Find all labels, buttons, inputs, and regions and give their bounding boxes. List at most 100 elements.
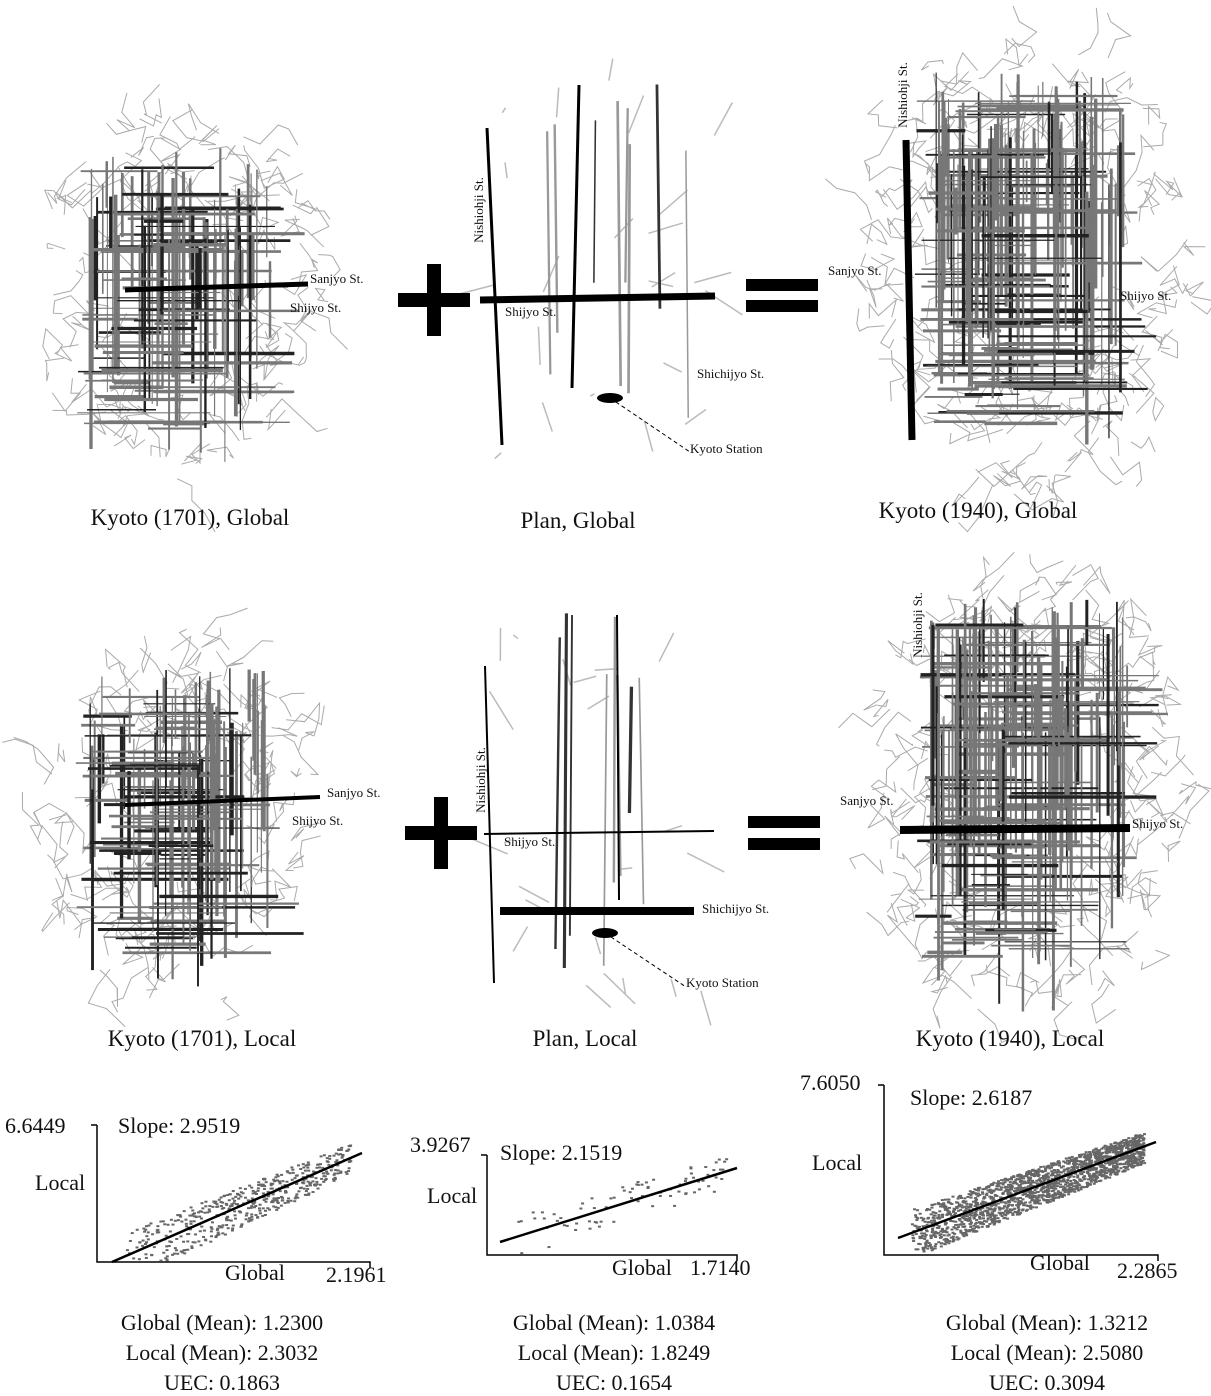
scatter-point (332, 1178, 335, 1180)
scatter-point (299, 1168, 302, 1170)
scatter-point (1093, 1154, 1096, 1156)
scatter-point (971, 1229, 974, 1231)
minor-street (261, 173, 293, 195)
scatter-point (969, 1218, 972, 1220)
minor-street (1092, 984, 1116, 1023)
scatter-point (261, 1215, 264, 1217)
scatter-point (629, 1191, 632, 1193)
scatter-point (934, 1247, 937, 1249)
street (629, 144, 630, 393)
scatter-point (192, 1241, 195, 1243)
minor-street (502, 108, 505, 113)
scatter-point (934, 1215, 937, 1217)
scatter-point (563, 1224, 566, 1226)
minor-street (542, 402, 552, 431)
scatter-point (963, 1197, 966, 1199)
scatter-point (231, 1229, 234, 1231)
scatter-point (284, 1190, 287, 1192)
minor-street (53, 296, 88, 314)
scatter-point (1115, 1153, 1118, 1155)
scatter-point (960, 1223, 963, 1225)
scatter-point (976, 1202, 979, 1204)
scatter-point (151, 1233, 154, 1235)
minor-street (1052, 64, 1088, 83)
scatter-point (1117, 1159, 1120, 1161)
scatter-point (978, 1216, 981, 1218)
scatter-point (932, 1233, 935, 1235)
scatter-point (129, 1240, 132, 1242)
caption: Kyoto (1701), Global (91, 505, 290, 530)
minor-street (1141, 950, 1169, 969)
scatter-point (256, 1190, 259, 1192)
scatter-point (1044, 1168, 1047, 1170)
scatter-point (257, 1184, 260, 1186)
scatter-point (593, 1207, 596, 1209)
scatter-point (231, 1227, 234, 1229)
scatter-point (645, 1181, 648, 1183)
minor-street (114, 435, 145, 448)
regression-line (112, 1153, 362, 1262)
scatter-point (960, 1197, 963, 1199)
minor-street (505, 162, 507, 178)
scatter-point (928, 1221, 931, 1223)
scatter-point (1112, 1151, 1115, 1153)
street-map (2, 608, 324, 1027)
scatter-point (1079, 1180, 1082, 1182)
caption: Kyoto (1940), Local (916, 1026, 1104, 1051)
scatter-point (944, 1224, 947, 1226)
scatter-point (220, 1205, 223, 1207)
scatter-point (1068, 1163, 1071, 1165)
scatter-point (326, 1173, 329, 1175)
scatter-point (1027, 1196, 1030, 1198)
scatter-point (1108, 1170, 1111, 1172)
minor-street (595, 937, 600, 954)
scatter-point (951, 1241, 954, 1243)
scatter-point (962, 1226, 965, 1228)
street-label: Shijyo St. (292, 813, 343, 828)
scatter-point (976, 1195, 979, 1197)
scatter-point (1078, 1164, 1081, 1166)
scatter-point (1097, 1171, 1100, 1173)
scatter-point (1134, 1153, 1137, 1155)
minor-street (187, 158, 224, 192)
scatter-point (217, 1233, 220, 1235)
minor-street (107, 123, 146, 142)
main-street (485, 666, 494, 983)
scatter-point (1016, 1190, 1019, 1192)
scatter-point (170, 1219, 173, 1221)
scatter-point (1091, 1178, 1094, 1180)
scatter-point (334, 1169, 337, 1171)
scatter-point (979, 1209, 982, 1211)
scatter-point (1074, 1164, 1077, 1166)
scatter-point (997, 1180, 1000, 1182)
scatter-point (926, 1248, 929, 1250)
scatter-point (989, 1184, 992, 1186)
scatter-point (995, 1214, 998, 1216)
scatter-point (659, 1195, 662, 1197)
minor-street (52, 378, 80, 411)
scatter-point (945, 1238, 948, 1240)
scatter-point (1010, 1178, 1013, 1180)
scatter-point (258, 1210, 261, 1212)
minor-street (1088, 438, 1122, 485)
scatter-point (156, 1232, 159, 1234)
minor-street (1012, 6, 1037, 47)
minor-street (910, 118, 926, 153)
scatter-point (1025, 1210, 1028, 1212)
street (618, 101, 621, 386)
scatter-point (964, 1200, 967, 1202)
scatter-point (934, 1245, 937, 1247)
scatter-point (223, 1195, 226, 1197)
caption: Kyoto (1701), Local (108, 1026, 296, 1051)
scatter-point (946, 1231, 949, 1233)
y-axis-label: Local (35, 1170, 85, 1195)
scatter-point (286, 1200, 289, 1202)
scatter-point (1017, 1185, 1020, 1187)
scatter-point (1071, 1156, 1074, 1158)
scatter-point (323, 1154, 326, 1156)
scatter-point (339, 1171, 342, 1173)
scatter-point (1094, 1179, 1097, 1181)
scatter-point (307, 1161, 310, 1163)
scatter-point (972, 1231, 975, 1233)
scatter-point (1139, 1164, 1142, 1166)
